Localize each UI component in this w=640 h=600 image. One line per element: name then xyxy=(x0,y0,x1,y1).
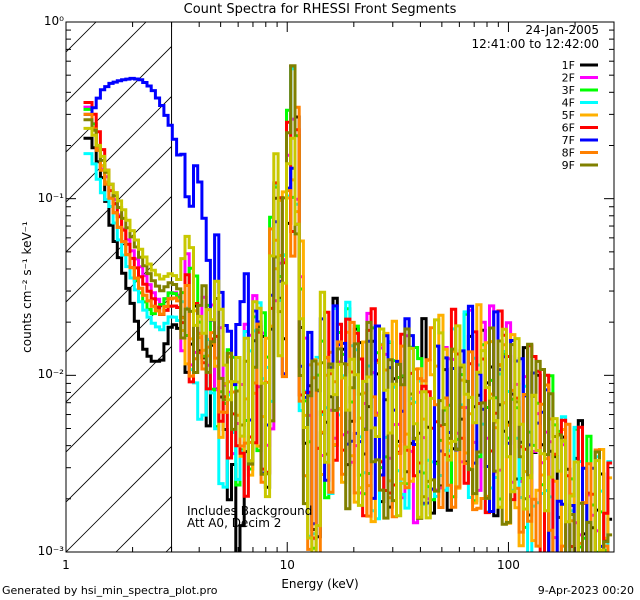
legend-label-3f: 3F xyxy=(562,84,575,97)
series-extra-line xyxy=(83,126,606,552)
annotation-background: Includes Background xyxy=(187,504,313,518)
x-axis-label: Energy (keV) xyxy=(281,577,359,591)
legend-label-8f: 8F xyxy=(562,147,575,160)
legend-label-4f: 4F xyxy=(562,97,575,110)
legend-label-7f: 7F xyxy=(562,134,575,147)
x-tick-label: 1 xyxy=(62,558,70,572)
hatch-line xyxy=(66,445,172,552)
legend-label-6f: 6F xyxy=(562,122,575,135)
legend-label-5f: 5F xyxy=(562,109,575,122)
footer-generated: Generated by hsi_min_spectra_plot.pro xyxy=(2,584,218,597)
plot-frame xyxy=(65,21,615,553)
y-tick-label: 10⁻³ xyxy=(37,544,64,558)
hatch-line xyxy=(66,22,147,103)
footer-date: 9-Apr-2023 00:20 xyxy=(537,584,634,597)
chart-title: Count Spectra for RHESSI Front Segments xyxy=(183,2,457,17)
hatch-line xyxy=(66,45,172,153)
axis-ticks xyxy=(65,22,615,553)
hatch-line xyxy=(66,395,172,503)
hatch-line xyxy=(66,245,172,353)
y-tick-label: 10⁻¹ xyxy=(37,190,64,205)
x-tick-label: 100 xyxy=(496,558,520,572)
annotation-attenuator: Att A0, Decim 2 xyxy=(187,516,282,530)
time-range-label: 12:41:00 to 12:42:00 xyxy=(471,37,599,51)
legend-label-9f: 9F xyxy=(562,159,575,172)
date-label: 24-Jan-2005 xyxy=(525,23,599,37)
x-tick-label: 10 xyxy=(279,558,295,572)
series-line-8f xyxy=(83,105,610,552)
hatch-line xyxy=(616,0,640,552)
y-tick-label: 10⁰ xyxy=(43,14,64,28)
y-tick-label: 10⁻² xyxy=(37,367,64,382)
legend-label-1f: 1F xyxy=(562,59,575,72)
legend-label-2f: 2F xyxy=(562,72,575,85)
y-axis-label: counts cm⁻² s⁻¹ keV⁻¹ xyxy=(20,221,34,353)
